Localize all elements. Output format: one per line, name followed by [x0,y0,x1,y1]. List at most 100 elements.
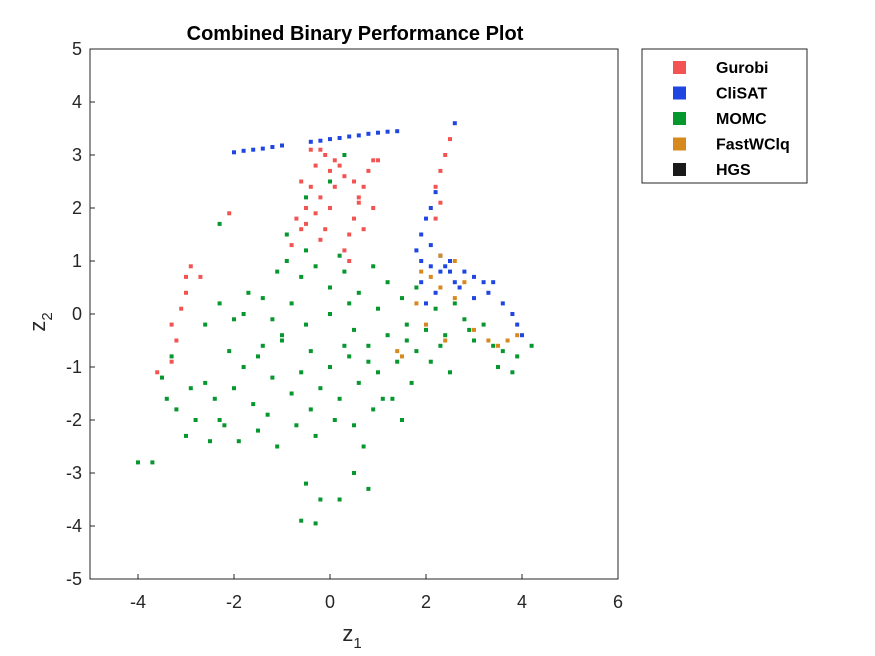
point-momc-62 [313,433,318,438]
point-momc-25 [376,370,380,375]
point-momc-37 [491,343,496,348]
point-clisat-14 [385,129,390,134]
point-gurobi-1 [169,359,174,364]
point-fastwclq-1 [428,274,433,279]
point-momc-57 [217,418,222,422]
point-momc-28 [404,322,409,327]
point-clisat-37 [452,280,457,285]
point-clisat-17 [433,190,438,195]
point-gurobi-18 [332,184,337,189]
y-tick-label: -5 [66,569,82,589]
point-gurobi-24 [323,227,328,232]
chart-title: Combined Binary Performance Plot [187,23,524,45]
point-momc-50 [328,285,332,290]
point-clisat-12 [366,131,371,136]
data-points [136,121,534,526]
point-clisat-5 [280,143,284,148]
point-clisat-42 [428,243,433,248]
point-momc-51 [342,269,347,274]
point-clisat-13 [376,130,380,135]
point-clisat-20 [419,232,424,237]
legend-label-gurobi: Gurobi [716,60,768,77]
point-momc-48 [299,274,304,279]
legend-label-hgs: HGS [716,162,751,179]
point-gurobi-4 [179,306,184,311]
point-momc-39 [515,354,520,359]
y-axis-label: z2 [25,312,56,331]
point-gurobi-19 [318,195,323,200]
point-fastwclq-7 [496,343,500,348]
point-gurobi-5 [184,290,188,295]
point-clisat-33 [510,312,515,316]
point-clisat-1 [241,148,246,153]
point-clisat-8 [328,137,332,142]
point-momc-0 [136,460,140,465]
point-momc-2 [160,375,164,380]
point-momc-47 [284,259,289,263]
point-momc-86 [169,354,174,359]
point-momc-69 [337,497,342,502]
point-clisat-41 [419,280,424,285]
point-fastwclq-13 [472,327,476,332]
point-fastwclq-11 [414,301,419,306]
point-gurobi-15 [318,147,323,152]
point-gurobi-44 [433,216,438,221]
point-momc-68 [304,481,308,486]
point-gurobi-22 [294,216,299,221]
point-momc-54 [385,280,390,285]
point-clisat-11 [356,133,361,138]
y-tick-label: 0 [72,304,82,324]
point-gurobi-45 [308,147,313,152]
point-gurobi-25 [318,237,323,242]
point-momc-29 [414,349,419,354]
point-momc-102 [241,312,246,316]
point-momc-107 [404,338,409,343]
point-gurobi-21 [304,221,308,226]
point-gurobi-0 [155,370,160,375]
point-momc-46 [275,269,280,274]
point-momc-79 [376,306,380,311]
point-clisat-24 [438,269,443,274]
point-clisat-30 [472,296,476,301]
y-tick-label: 3 [72,145,82,165]
point-clisat-10 [347,134,352,139]
point-momc-23 [356,380,361,385]
point-fastwclq-9 [515,333,520,338]
point-momc-90 [400,418,404,422]
point-momc-15 [280,333,284,338]
point-momc-27 [395,359,400,364]
point-momc-49 [313,264,318,269]
point-momc-6 [193,418,198,422]
point-momc-8 [212,396,217,401]
point-momc-24 [366,343,371,348]
y-tick-label: -4 [66,516,82,536]
point-clisat-0 [232,150,236,155]
point-momc-21 [337,396,342,401]
point-clisat-15 [395,129,400,134]
point-gurobi-46 [332,158,337,163]
point-momc-42 [217,301,222,306]
point-gurobi-48 [371,206,376,210]
point-momc-78 [352,327,356,332]
point-gurobi-26 [342,248,347,253]
legend-swatch-hgs [673,163,686,176]
point-gurobi-35 [356,195,361,200]
point-momc-30 [424,327,428,332]
y-tick-label: -1 [66,357,82,377]
point-clisat-23 [428,264,433,269]
point-momc-77 [328,312,332,316]
point-fastwclq-10 [438,253,443,258]
point-momc-4 [174,407,179,412]
point-gurobi-2 [174,338,179,343]
legend-swatch-gurobi [673,61,686,74]
point-momc-5 [184,433,188,438]
point-gurobi-38 [347,259,352,263]
x-tick-label: 2 [421,592,431,612]
point-fastwclq-8 [505,338,510,343]
point-gurobi-16 [323,153,328,157]
point-clisat-21 [414,248,419,253]
point-momc-87 [208,439,212,444]
point-fastwclq-16 [452,259,457,263]
point-clisat-2 [251,147,256,152]
